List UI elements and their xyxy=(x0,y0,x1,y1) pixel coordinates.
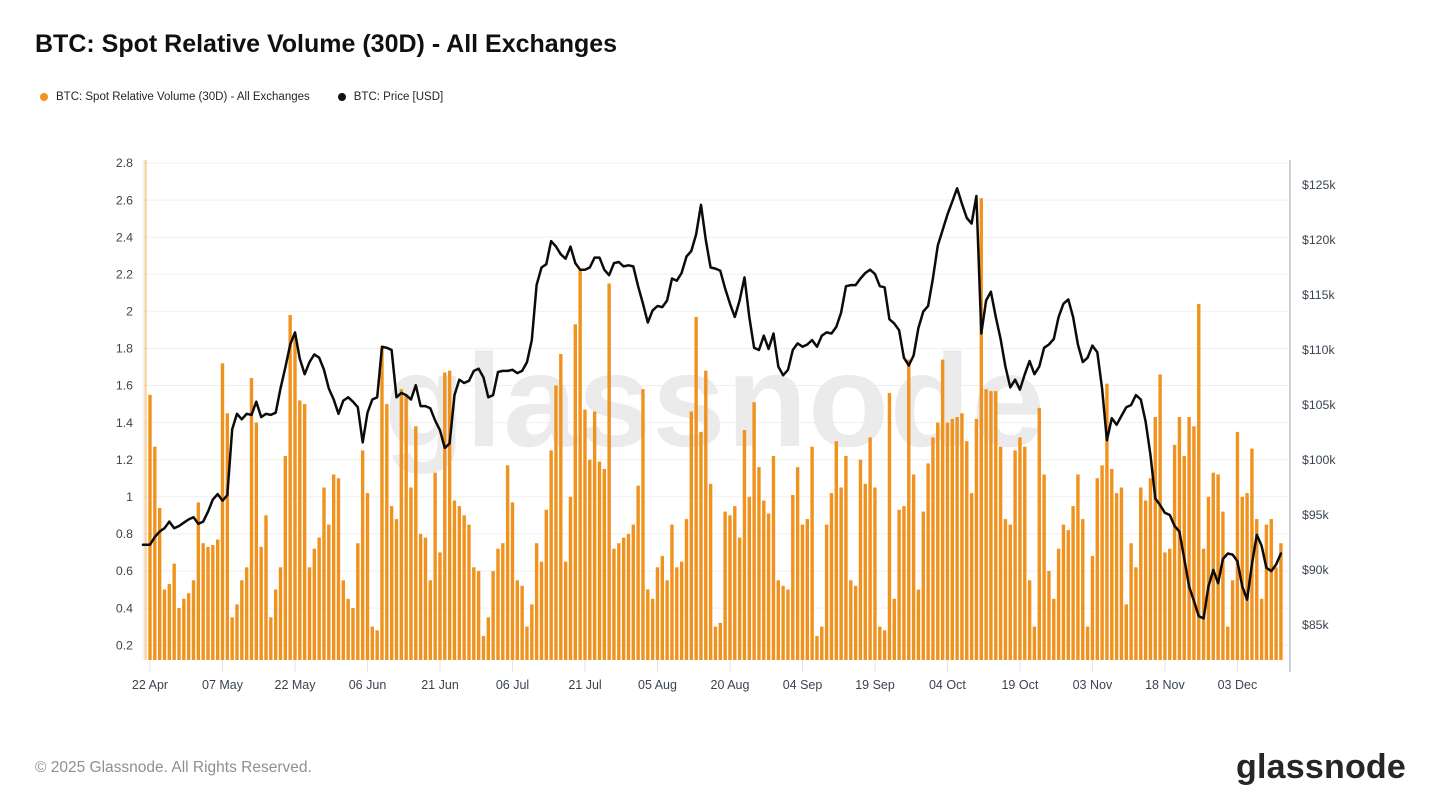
svg-text:2.6: 2.6 xyxy=(116,193,133,207)
svg-text:06 Jun: 06 Jun xyxy=(349,678,387,692)
svg-text:19 Oct: 19 Oct xyxy=(1001,678,1038,692)
svg-text:2.8: 2.8 xyxy=(116,156,133,170)
volume-bars[interactable] xyxy=(148,198,1283,660)
legend-item-label: BTC: Spot Relative Volume (30D) - All Ex… xyxy=(56,91,310,103)
svg-text:18 Nov: 18 Nov xyxy=(1145,678,1185,692)
svg-text:0.4: 0.4 xyxy=(116,601,133,615)
price-series-dot-icon xyxy=(337,93,346,101)
svg-text:07 May: 07 May xyxy=(202,678,244,692)
svg-text:06 Jul: 06 Jul xyxy=(496,678,529,692)
copyright-text: © 2025 Glassnode. All Rights Reserved. xyxy=(35,759,312,776)
svg-text:22 Apr: 22 Apr xyxy=(132,678,168,692)
svg-text:0.8: 0.8 xyxy=(116,527,133,541)
svg-text:$90k: $90k xyxy=(1302,563,1330,577)
svg-text:04 Sep: 04 Sep xyxy=(783,678,823,692)
svg-text:0.2: 0.2 xyxy=(116,638,133,652)
watermark: glassnode xyxy=(384,327,1046,474)
svg-text:2.4: 2.4 xyxy=(116,230,133,244)
left-axis-labels: 2.8 2.6 2.4 2.2 2 1.8 1.6 1.4 1.2 1 0.8 0.6 0.4 0.2 xyxy=(116,156,133,652)
glassnode-wordmark: glassnode xyxy=(1236,748,1406,786)
svg-text:$85k: $85k xyxy=(1302,618,1330,632)
leading-partial-bar xyxy=(144,160,147,660)
svg-text:03 Nov: 03 Nov xyxy=(1073,678,1113,692)
chart-legend: BTC: Spot Relative Volume (30D) - All Ex… xyxy=(40,91,443,103)
svg-text:0.6: 0.6 xyxy=(116,564,133,578)
svg-text:1.8: 1.8 xyxy=(116,342,133,356)
svg-text:$120k: $120k xyxy=(1302,233,1336,247)
svg-text:$100k: $100k xyxy=(1302,453,1336,467)
legend-item-label: BTC: Price [USD] xyxy=(353,91,444,103)
svg-text:$95k: $95k xyxy=(1302,508,1330,522)
svg-text:1.6: 1.6 xyxy=(116,379,133,393)
svg-text:2: 2 xyxy=(126,305,133,319)
svg-text:05 Aug: 05 Aug xyxy=(638,678,677,692)
svg-text:1: 1 xyxy=(126,490,133,504)
svg-text:21 Jul: 21 Jul xyxy=(568,678,601,692)
svg-text:1.2: 1.2 xyxy=(116,453,133,467)
svg-text:$125k: $125k xyxy=(1302,178,1336,192)
svg-text:03 Dec: 03 Dec xyxy=(1218,678,1258,692)
page-title: BTC: Spot Relative Volume (30D) - All Ex… xyxy=(35,30,618,58)
legend-item-price[interactable]: BTC: Price [USD] xyxy=(337,91,444,103)
svg-text:04 Oct: 04 Oct xyxy=(929,678,966,692)
svg-text:$110k: $110k xyxy=(1302,343,1335,357)
svg-text:22 May: 22 May xyxy=(275,678,317,692)
svg-text:21 Jun: 21 Jun xyxy=(421,678,459,692)
right-axis-labels: $125k $120k $115k $110k $105k $100k $95k $90k $8… xyxy=(1302,178,1336,632)
svg-text:2.2: 2.2 xyxy=(116,267,133,281)
svg-text:19 Sep: 19 Sep xyxy=(855,678,895,692)
price-line[interactable] xyxy=(141,187,1283,620)
svg-text:$105k: $105k xyxy=(1302,398,1336,412)
x-axis-ticks xyxy=(149,660,1238,672)
x-axis-labels: 22 Apr 07 May 22 May 06 Jun 21 Jun 06 Jul 21 J… xyxy=(132,678,1257,692)
svg-text:1.4: 1.4 xyxy=(116,416,133,430)
svg-text:$115k: $115k xyxy=(1302,288,1335,302)
legend-item-volume[interactable]: BTC: Spot Relative Volume (30D) - All Ex… xyxy=(40,91,310,103)
volume-series-dot-icon xyxy=(40,93,48,101)
svg-text:20 Aug: 20 Aug xyxy=(711,678,750,692)
